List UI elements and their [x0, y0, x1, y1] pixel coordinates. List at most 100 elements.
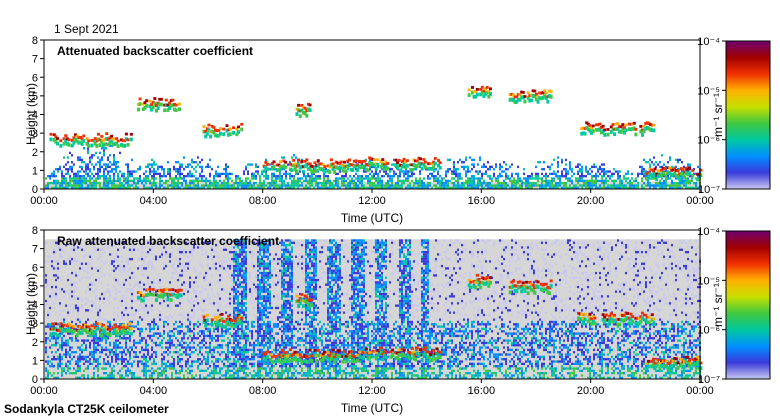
- backscatter-cell: [455, 179, 457, 183]
- backscatter-cell: [419, 170, 421, 173]
- backscatter-cell: [549, 186, 551, 189]
- backscatter-cell: [123, 281, 125, 284]
- backscatter-cell: [73, 163, 75, 166]
- backscatter-cell: [113, 260, 115, 263]
- backscatter-cell: [155, 243, 157, 247]
- backscatter-cell: [189, 172, 191, 176]
- backscatter-cell: [243, 348, 245, 352]
- backscatter-cell: [251, 332, 253, 335]
- cloud-halo-cell: [513, 100, 517, 105]
- backscatter-cell: [227, 179, 229, 183]
- backscatter-cell: [49, 346, 51, 349]
- backscatter-cell: [205, 177, 207, 180]
- backscatter-cell: [163, 367, 165, 370]
- backscatter-cell: [257, 186, 259, 189]
- backscatter-cell: [55, 297, 57, 300]
- colorbar-gradient: [725, 40, 771, 190]
- backscatter-cell: [233, 271, 235, 275]
- backscatter-cell: [289, 186, 291, 189]
- cloud-cell: [472, 90, 476, 94]
- cloud-halo-cell: [338, 166, 342, 171]
- backscatter-cell: [137, 168, 139, 171]
- backscatter-cell: [187, 353, 189, 356]
- backscatter-cell: [389, 184, 391, 187]
- backscatter-cell: [627, 186, 629, 189]
- cloud-halo-cell: [202, 129, 206, 134]
- backscatter-cell: [413, 186, 415, 189]
- backscatter-cell: [175, 269, 177, 272]
- backscatter-cell: [107, 325, 109, 328]
- backscatter-cell: [109, 175, 111, 178]
- cloud-cell: [480, 85, 484, 89]
- backscatter-cell: [187, 186, 189, 189]
- backscatter-cell: [261, 172, 263, 176]
- backscatter-cell: [303, 179, 305, 183]
- backscatter-cell: [139, 376, 141, 379]
- backscatter-cell: [231, 184, 233, 187]
- backscatter-cell: [239, 239, 241, 242]
- backscatter-cell: [147, 369, 149, 373]
- backscatter-cell: [159, 184, 161, 187]
- backscatter-cell: [45, 376, 47, 379]
- backscatter-cell: [237, 243, 239, 247]
- backscatter-cell: [75, 179, 77, 183]
- backscatter-cell: [431, 186, 433, 189]
- backscatter-cell: [239, 248, 241, 251]
- backscatter-cell: [51, 172, 53, 176]
- backscatter-cell: [51, 285, 53, 289]
- backscatter-cell: [611, 175, 613, 178]
- backscatter-cell: [113, 376, 115, 379]
- backscatter-cell: [237, 255, 239, 258]
- backscatter-cell: [637, 186, 639, 189]
- backscatter-cell: [245, 165, 247, 169]
- backscatter-cell: [91, 241, 93, 244]
- backscatter-cell: [143, 367, 145, 370]
- backscatter-cell: [65, 327, 67, 331]
- backscatter-cell: [257, 297, 259, 300]
- backscatter-cell: [243, 248, 245, 251]
- backscatter-cell: [53, 302, 55, 305]
- backscatter-cell: [97, 269, 99, 272]
- backscatter-cell: [115, 257, 117, 261]
- backscatter-cell: [245, 337, 247, 340]
- backscatter-cell: [399, 172, 401, 176]
- backscatter-cell: [457, 177, 459, 180]
- cloud-cell: [93, 137, 97, 140]
- backscatter-cell: [51, 358, 53, 361]
- backscatter-cell: [191, 316, 193, 319]
- backscatter-cell: [411, 186, 413, 189]
- backscatter-cell: [67, 341, 69, 345]
- backscatter-cell: [433, 179, 435, 183]
- backscatter-cell: [443, 186, 445, 189]
- backscatter-cell: [487, 182, 489, 185]
- backscatter-cell: [155, 351, 157, 354]
- backscatter-cell: [121, 313, 123, 317]
- backscatter-cell: [97, 182, 99, 185]
- backscatter-cell: [629, 182, 631, 185]
- backscatter-cell: [169, 253, 171, 256]
- backscatter-cell: [401, 184, 403, 187]
- backscatter-cell: [211, 339, 213, 342]
- backscatter-cell: [393, 170, 395, 173]
- backscatter-cell: [575, 186, 577, 189]
- backscatter-cell: [253, 313, 255, 317]
- backscatter-cell: [123, 283, 125, 286]
- backscatter-cell: [685, 182, 687, 185]
- backscatter-cell: [45, 339, 47, 342]
- backscatter-cell: [217, 337, 219, 340]
- backscatter-cell: [291, 182, 293, 185]
- backscatter-cell: [237, 299, 239, 303]
- backscatter-cell: [83, 369, 85, 373]
- backscatter-cell: [91, 283, 93, 286]
- backscatter-cell: [57, 365, 59, 368]
- backscatter-cell: [131, 271, 133, 275]
- backscatter-cell: [239, 323, 241, 326]
- backscatter-cell: [123, 334, 125, 338]
- backscatter-cell: [473, 175, 475, 178]
- backscatter-cell: [69, 337, 71, 340]
- backscatter-cell: [625, 179, 627, 183]
- backscatter-cell: [571, 179, 573, 183]
- backscatter-cell: [83, 182, 85, 185]
- backscatter-cell: [89, 362, 91, 366]
- bottom-heatmap: [45, 239, 703, 379]
